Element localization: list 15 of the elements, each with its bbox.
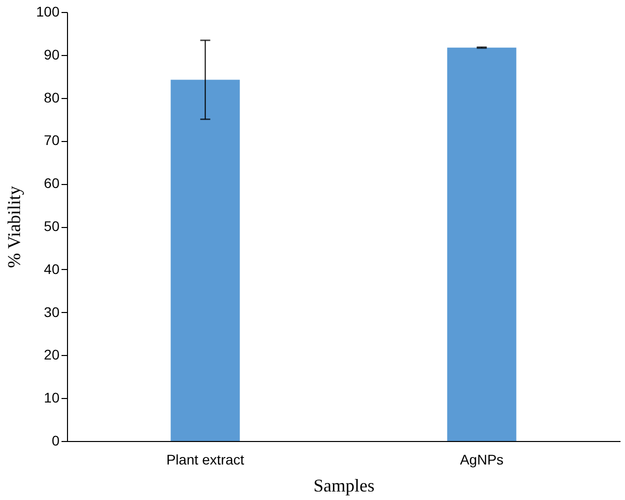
x-tick-label: Plant extract bbox=[166, 452, 244, 468]
y-tick-label: 30 bbox=[44, 304, 60, 320]
y-tick-label: 20 bbox=[44, 346, 60, 363]
y-axis-title: % Viability bbox=[4, 186, 24, 268]
y-tick-label: 40 bbox=[44, 260, 60, 277]
y-tick-label: 80 bbox=[44, 89, 60, 106]
y-tick-label: 100 bbox=[36, 4, 60, 20]
y-tick-label: 60 bbox=[44, 175, 60, 192]
y-tick-label: 90 bbox=[44, 46, 60, 62]
x-axis-title: Samples bbox=[314, 476, 374, 496]
y-tick-label: 50 bbox=[44, 218, 60, 234]
y-tick-label: 0 bbox=[52, 432, 60, 448]
y-tick-label: 70 bbox=[44, 132, 60, 148]
y-tick-label: 10 bbox=[44, 390, 60, 406]
x-tick-label: AgNPs bbox=[460, 452, 504, 468]
